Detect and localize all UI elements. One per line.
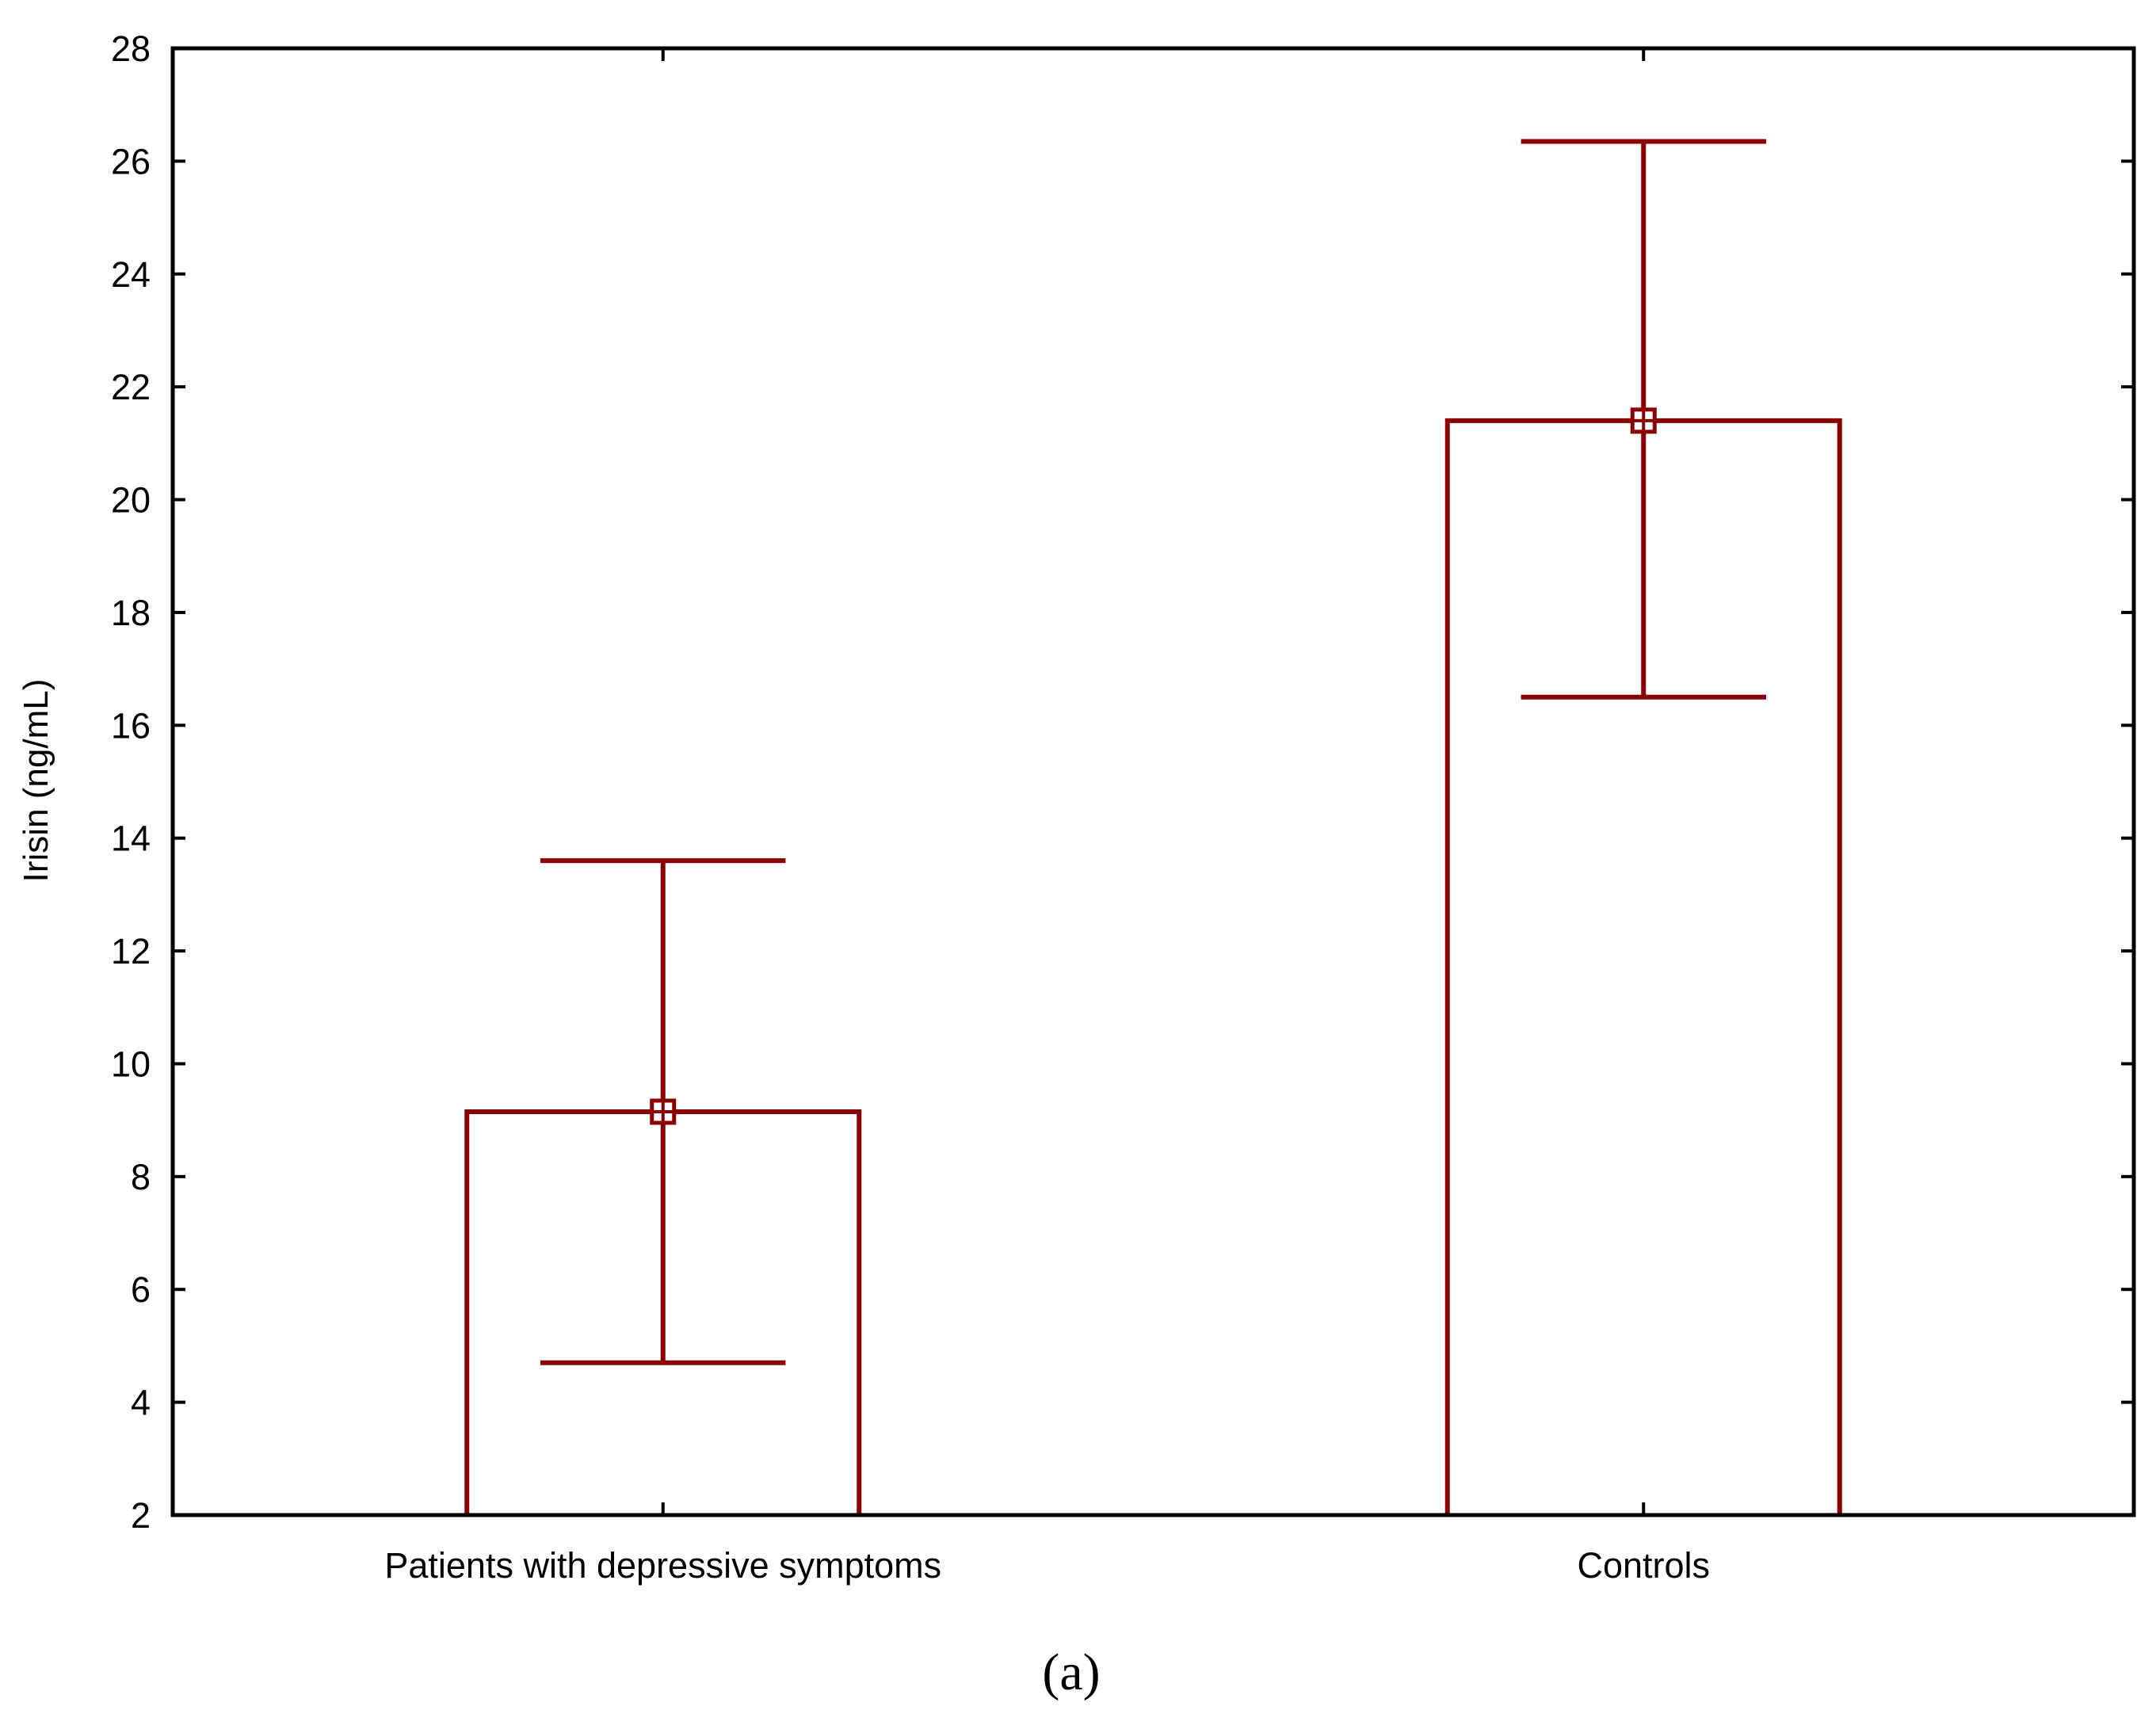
plot-frame bbox=[170, 46, 2136, 1517]
bars-layer bbox=[464, 418, 1842, 1515]
y-tick-label: 10 bbox=[111, 1044, 151, 1084]
mean-marker bbox=[650, 1098, 677, 1125]
y-axis-title: Irisin (ng/mL) bbox=[17, 679, 55, 883]
y-tick-label: 6 bbox=[131, 1269, 151, 1310]
y-tick-label: 14 bbox=[111, 819, 151, 859]
y-tick-label: 28 bbox=[111, 29, 151, 69]
y-tick-label: 12 bbox=[111, 931, 151, 971]
y-tick-label: 22 bbox=[111, 367, 151, 407]
error-bars-layer bbox=[540, 139, 1766, 1365]
y-tick-label: 16 bbox=[111, 705, 151, 746]
y-tick-label: 2 bbox=[131, 1495, 151, 1536]
y-tick-label: 24 bbox=[111, 254, 151, 295]
x-tick-label: Controls bbox=[1577, 1545, 1710, 1586]
y-tick-label: 20 bbox=[111, 480, 151, 521]
figure-caption: (a) bbox=[1042, 1643, 1100, 1701]
ticks-layer bbox=[173, 47, 2134, 1517]
y-tick-label: 4 bbox=[131, 1383, 151, 1423]
mean-marker bbox=[1630, 407, 1657, 434]
y-tick-label: 8 bbox=[131, 1157, 151, 1197]
tick-labels-layer: Patients with depressive symptoms Control… bbox=[111, 29, 1710, 1586]
x-tick-label: Patients with depressive symptoms bbox=[384, 1545, 941, 1586]
y-tick-label: 26 bbox=[111, 141, 151, 181]
y-tick-label: 18 bbox=[111, 593, 151, 633]
